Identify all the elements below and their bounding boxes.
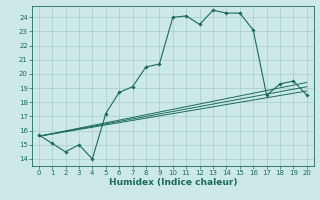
X-axis label: Humidex (Indice chaleur): Humidex (Indice chaleur): [108, 178, 237, 187]
